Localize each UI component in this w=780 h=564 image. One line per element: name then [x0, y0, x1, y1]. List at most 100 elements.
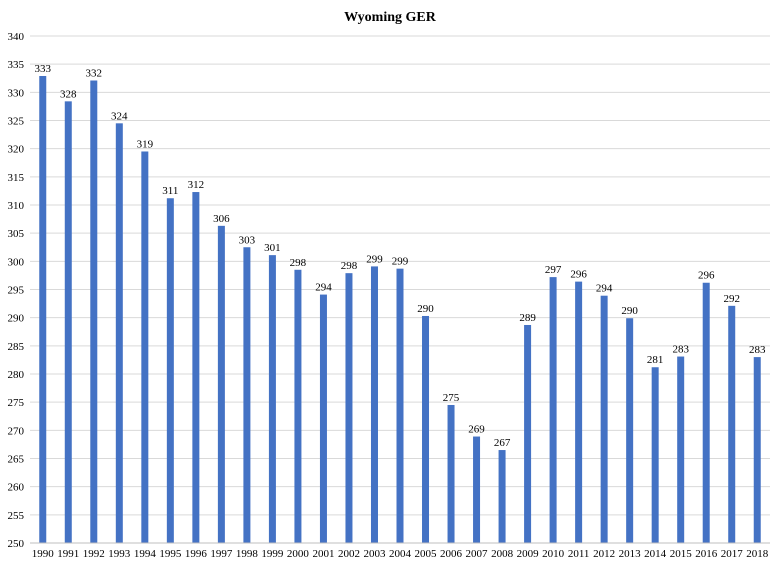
x-tick-label: 1993: [108, 548, 131, 560]
x-tick-label: 2009: [517, 548, 540, 560]
x-tick-label: 1997: [210, 548, 233, 560]
data-label: 296: [570, 269, 587, 281]
x-tick-label: 2017: [721, 548, 744, 560]
data-label: 324: [111, 110, 128, 122]
bar: [39, 75, 47, 543]
y-tick-label: 335: [8, 59, 25, 71]
data-label: 283: [672, 344, 689, 356]
x-tick-label: 2001: [312, 548, 334, 560]
y-tick-label: 255: [8, 510, 25, 522]
x-tick-label: 2014: [644, 548, 667, 560]
bar: [549, 277, 557, 543]
data-label: 296: [698, 270, 715, 282]
bar: [192, 192, 200, 543]
data-label: 311: [162, 185, 178, 197]
data-label: 275: [443, 392, 460, 404]
y-tick-label: 280: [8, 369, 25, 381]
y-tick-label: 270: [8, 425, 25, 437]
data-label: 294: [596, 283, 613, 295]
data-label: 297: [545, 264, 562, 276]
bar: [141, 151, 149, 543]
y-tick-label: 305: [8, 228, 25, 240]
data-label: 299: [366, 253, 383, 265]
x-tick-label: 1995: [159, 548, 182, 560]
data-label: 289: [519, 312, 536, 324]
y-tick-label: 340: [8, 31, 25, 43]
bar: [447, 404, 455, 543]
data-label: 281: [647, 354, 664, 366]
bar: [370, 266, 378, 543]
chart-title: Wyoming GER: [344, 10, 437, 25]
x-tick-label: 2004: [389, 548, 412, 560]
bar: [217, 225, 225, 544]
bar: [728, 305, 736, 543]
bar: [268, 255, 276, 544]
x-tick-label: 1999: [261, 548, 284, 560]
data-label: 290: [621, 305, 638, 317]
data-label: 299: [392, 256, 409, 268]
bar: [524, 324, 532, 543]
y-tick-label: 285: [8, 341, 25, 353]
x-tick-label: 2018: [746, 548, 769, 560]
y-axis-tick-labels: 250 255 260 265 270 275 280 285 290 295 300 305 310 3…: [8, 31, 25, 550]
data-label: 328: [60, 88, 77, 100]
x-tick-label: 2005: [415, 548, 438, 560]
data-label: 269: [468, 424, 485, 436]
y-tick-label: 295: [8, 285, 25, 297]
x-tick-label: 2000: [287, 548, 310, 560]
y-tick-label: 315: [8, 172, 25, 184]
data-label: 306: [213, 213, 230, 225]
data-label: 319: [137, 138, 154, 150]
data-label: 267: [494, 437, 511, 449]
x-tick-label: 2003: [363, 548, 386, 560]
data-label: 292: [723, 293, 740, 305]
data-label: 290: [417, 303, 434, 315]
x-tick-label: 2011: [568, 548, 590, 560]
bar: [422, 315, 430, 543]
bar: [575, 281, 583, 543]
y-tick-label: 300: [8, 256, 25, 268]
bar: [396, 268, 404, 543]
y-tick-label: 310: [8, 200, 25, 212]
bar: [626, 318, 634, 543]
x-axis-tick-labels: 1990 1991 1992 1993 1994 1995 1996 1997 1998 1999…: [32, 548, 769, 560]
data-labels: 333 328 332 324 319 311 312 306 303 301 298 294 298 2…: [35, 63, 766, 449]
bar: [702, 282, 710, 543]
bar: [115, 123, 123, 544]
x-tick-label: 2015: [670, 548, 693, 560]
bar: [319, 294, 327, 543]
x-tick-label: 1990: [32, 548, 55, 560]
y-tick-label: 330: [8, 87, 25, 99]
bar: [677, 356, 685, 543]
bar: [243, 247, 251, 543]
x-tick-label: 2006: [440, 548, 463, 560]
data-label: 298: [341, 260, 358, 272]
x-tick-label: 2013: [619, 548, 642, 560]
data-label: 312: [188, 179, 205, 191]
bar: [64, 101, 72, 543]
y-tick-label: 275: [8, 397, 25, 409]
bar: [90, 80, 98, 544]
data-label: 332: [86, 68, 103, 80]
bar: [600, 295, 608, 543]
bar: [294, 269, 302, 543]
x-tick-label: 1998: [236, 548, 259, 560]
x-tick-label: 1991: [57, 548, 79, 560]
y-tick-label: 325: [8, 116, 25, 128]
gridlines: [30, 35, 770, 516]
y-tick-label: 250: [8, 538, 25, 550]
data-label: 283: [749, 344, 766, 356]
bar: [498, 450, 506, 543]
x-tick-label: 1992: [83, 548, 105, 560]
x-tick-label: 1994: [134, 548, 157, 560]
data-label: 298: [290, 257, 307, 269]
y-tick-label: 290: [8, 313, 25, 325]
y-tick-label: 320: [8, 144, 25, 156]
data-label: 303: [239, 234, 256, 246]
bar: [166, 198, 174, 544]
y-tick-label: 260: [8, 482, 25, 494]
bar: [651, 367, 659, 543]
x-tick-label: 2016: [695, 548, 718, 560]
data-label: 333: [35, 63, 52, 75]
